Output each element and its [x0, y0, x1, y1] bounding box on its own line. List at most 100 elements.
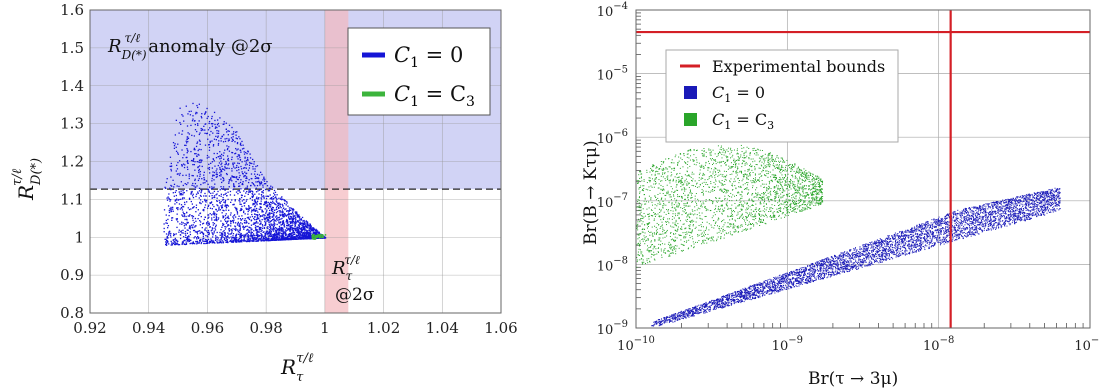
- data-point-right-c1-c3: [686, 184, 688, 186]
- data-point-c1-0: [207, 238, 210, 241]
- data-point-right-c1-c3: [640, 207, 642, 209]
- data-point-c1-0: [255, 229, 258, 231]
- data-point-right-c1-c3: [731, 166, 733, 168]
- data-point-c1-0: [210, 123, 213, 125]
- data-point-right-c1-c3: [769, 191, 771, 193]
- data-point-c1-0: [178, 185, 180, 188]
- data-point-right-c1-c3: [754, 174, 756, 176]
- data-point-c1-0: [187, 168, 189, 171]
- data-point-right-c1-c3: [764, 198, 766, 200]
- data-point-c1-0: [292, 234, 294, 237]
- data-point-c1-0: [211, 180, 213, 182]
- data-point-c1-0: [238, 136, 240, 138]
- data-point-right-c1-c3: [643, 179, 645, 181]
- data-point-c1-0: [282, 233, 285, 235]
- data-point-c1-0: [282, 239, 284, 241]
- data-point-c1-0: [191, 134, 193, 137]
- data-point-c1-0: [237, 218, 239, 220]
- data-point-c1-0: [242, 167, 245, 169]
- data-point-right-c1-c3: [803, 173, 805, 175]
- data-point-right-c1-c3: [726, 174, 728, 176]
- data-point-c1-0: [169, 187, 171, 189]
- data-point-right-c1-c3: [703, 155, 705, 157]
- data-point-c1-0: [210, 162, 212, 165]
- data-point-right-c1-c3: [707, 179, 709, 181]
- data-point-c1-0: [255, 218, 258, 221]
- data-point-c1-0: [198, 165, 201, 167]
- data-point-c1-0: [263, 196, 265, 198]
- data-point-right-c1-c3: [778, 161, 780, 163]
- data-point-right-c1-c3: [795, 202, 797, 204]
- data-point-c1-0: [273, 219, 276, 221]
- data-point-right-c1-c3: [817, 177, 819, 179]
- data-point-right-c1-c3: [680, 250, 682, 252]
- data-point-right-c1-c3: [780, 184, 782, 186]
- data-point-c1-0: [223, 121, 225, 123]
- data-point-c1-0: [182, 215, 184, 217]
- data-point-c1-0: [257, 177, 260, 180]
- data-point-right-c1-c3: [819, 178, 821, 180]
- data-point-c1-0: [260, 182, 262, 185]
- data-point-right-c1-c3: [710, 181, 712, 183]
- data-point-c1-0: [205, 227, 207, 229]
- data-point-right-c1-c3: [726, 159, 728, 161]
- data-point-right-c1-c3: [733, 149, 735, 151]
- data-point-c1-0: [261, 173, 263, 176]
- data-point-c1-0: [212, 222, 214, 224]
- data-point-c1-0: [225, 226, 227, 228]
- data-point-c1-0: [168, 231, 170, 233]
- data-point-c1-0: [245, 172, 248, 174]
- data-point-c1-0: [245, 220, 247, 222]
- data-point-c1-0: [218, 125, 220, 127]
- data-point-c1-0: [306, 224, 309, 226]
- data-point-c1-0: [301, 226, 304, 228]
- data-point-c1-0: [240, 194, 243, 196]
- data-point-c1-0: [212, 158, 214, 160]
- data-point-right-c1-c3: [686, 240, 688, 242]
- data-point-c1-0: [268, 215, 271, 217]
- data-point-right-c1-c3: [674, 190, 676, 192]
- data-point-c1-0: [180, 198, 182, 200]
- data-point-c1-0: [265, 216, 267, 218]
- left-legend-box: [347, 27, 491, 116]
- data-point-right-c1-c3: [683, 204, 685, 206]
- data-point-c1-0: [206, 157, 208, 159]
- data-point-right-c1-c3: [822, 180, 824, 182]
- data-point-c1-0: [176, 198, 178, 200]
- data-point-c1-0: [231, 133, 233, 135]
- data-point-c1-0: [192, 115, 194, 117]
- data-point-right-c1-c3: [663, 229, 665, 231]
- data-point-right-c1-c3: [794, 211, 796, 213]
- data-point-c1-0: [187, 132, 189, 134]
- data-point-c1-0: [247, 234, 249, 236]
- data-point-c1-0: [175, 233, 177, 235]
- data-point-right-c1-c3: [806, 192, 808, 194]
- data-point-right-c1-c3: [668, 250, 670, 252]
- data-point-right-c1-c3: [673, 240, 675, 242]
- data-point-right-c1-c3: [735, 207, 737, 209]
- data-point-c1-0: [251, 213, 253, 216]
- data-point-right-c1-c3: [727, 222, 729, 224]
- data-point-c1-0: [189, 239, 191, 241]
- data-point-right-c1-c3: [695, 164, 697, 166]
- data-point-right-c1-c3: [818, 182, 820, 184]
- data-point-c1-0: [244, 167, 246, 169]
- data-point-c1-0: [308, 227, 311, 229]
- data-point-c1-0: [288, 223, 290, 226]
- data-point-right-c1-c3: [777, 202, 779, 204]
- data-point-right-c1-c3: [714, 183, 716, 185]
- data-point-c1-c3: [315, 234, 318, 237]
- data-point-c1-0: [202, 232, 204, 234]
- data-point-c1-0: [262, 238, 264, 240]
- data-point-right-c1-c3: [660, 209, 662, 211]
- data-point-c1-0: [169, 234, 172, 236]
- data-point-right-c1-c3: [649, 189, 651, 191]
- data-point-c1-0: [287, 205, 289, 207]
- data-point-right-c1-c3: [714, 224, 716, 226]
- data-point-c1-0: [242, 226, 244, 228]
- data-point-right-c1-c3: [761, 193, 763, 195]
- data-point-c1-0: [264, 234, 266, 236]
- data-point-c1-0: [299, 238, 301, 240]
- data-point-c1-0: [268, 223, 270, 226]
- data-point-c1-0: [256, 200, 259, 202]
